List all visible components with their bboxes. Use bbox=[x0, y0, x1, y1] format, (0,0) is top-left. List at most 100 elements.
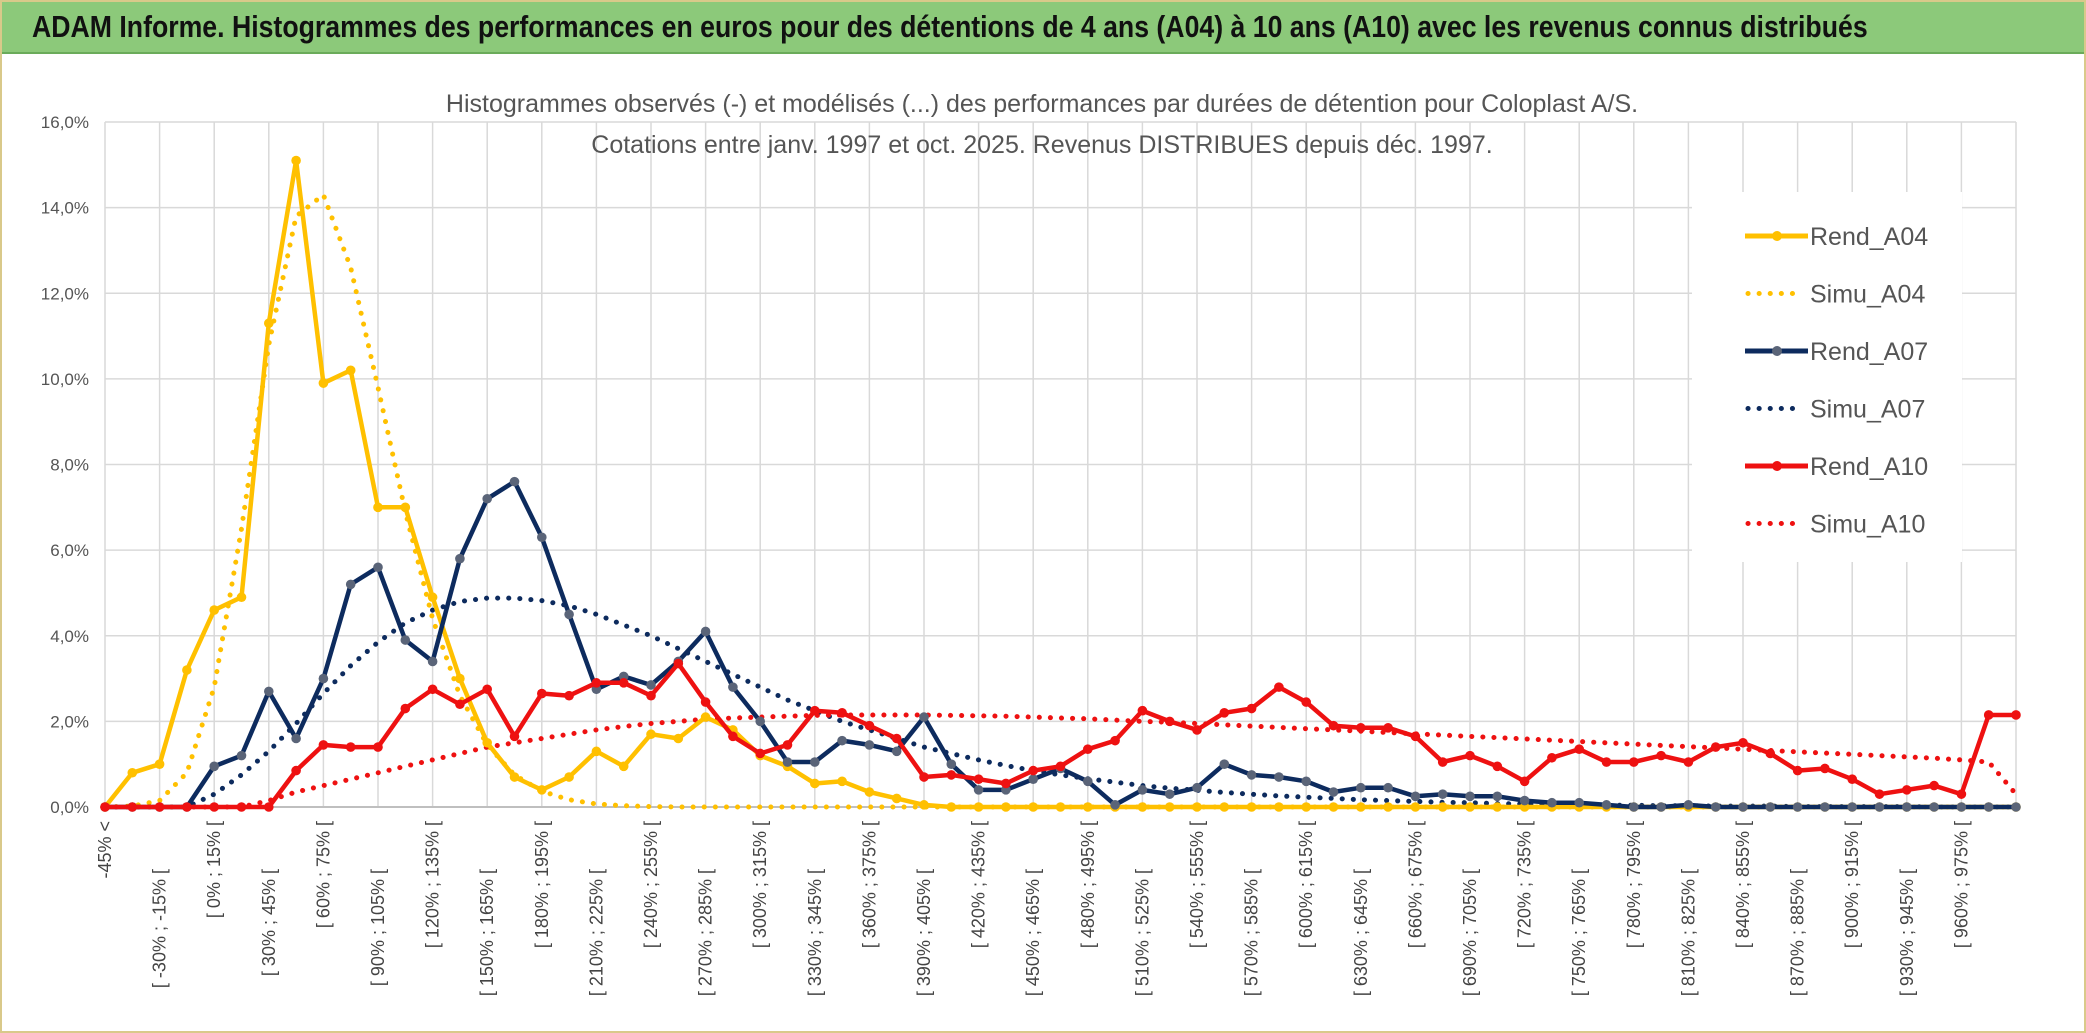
data-point-rend-a04 bbox=[646, 729, 656, 740]
data-point-rend-a04 bbox=[1083, 802, 1093, 812]
data-point-rend-a10 bbox=[700, 697, 711, 707]
data-point-rend-a10 bbox=[1601, 757, 1612, 767]
data-point-rend-a10 bbox=[209, 802, 219, 812]
data-point-rend-a10 bbox=[1137, 705, 1148, 716]
data-point-rend-a10 bbox=[810, 705, 820, 716]
data-point-rend-a07 bbox=[373, 562, 383, 573]
y-tick-label: 2,0% bbox=[50, 712, 89, 731]
x-tick-label: [ 420% ; 435% [ bbox=[969, 821, 989, 948]
data-point-rend-a04 bbox=[1246, 802, 1257, 812]
data-point-rend-a04 bbox=[1301, 802, 1311, 812]
data-point-rend-a10 bbox=[618, 678, 629, 688]
data-point-rend-a07 bbox=[1820, 802, 1830, 812]
data-point-rend-a10 bbox=[755, 748, 765, 759]
x-tick-label: [ 510% ; 525% [ bbox=[1132, 869, 1152, 996]
legend-item-simu-a10: Simu_A10 bbox=[1745, 511, 1925, 539]
series-line-simu-a07 bbox=[102, 595, 2019, 810]
x-tick-label: -45% < bbox=[95, 821, 115, 879]
x-tick-label: [ 180% ; 195% [ bbox=[532, 821, 552, 948]
data-point-rend-a10 bbox=[1765, 748, 1776, 759]
y-tick-label: 12,0% bbox=[41, 284, 89, 303]
y-tick-label: 16,0% bbox=[41, 113, 89, 132]
data-point-rend-a04 bbox=[700, 712, 711, 722]
data-point-rend-a04 bbox=[427, 592, 438, 603]
x-tick-label: [ 660% ; 675% [ bbox=[1405, 821, 1425, 948]
data-point-rend-a10 bbox=[1246, 703, 1257, 714]
data-point-rend-a07 bbox=[1301, 776, 1311, 787]
x-tick-label: [ 570% ; 585% [ bbox=[1242, 869, 1262, 996]
data-point-rend-a07 bbox=[1219, 759, 1230, 769]
data-point-rend-a07 bbox=[1246, 770, 1257, 780]
data-point-rend-a10 bbox=[837, 708, 847, 718]
x-tick-label: [ 0% ; 15% [ bbox=[204, 821, 224, 918]
data-point-rend-a07 bbox=[646, 680, 656, 690]
data-point-rend-a04 bbox=[236, 592, 247, 603]
data-point-rend-a07 bbox=[1929, 802, 1939, 812]
data-point-rend-a04 bbox=[1492, 802, 1503, 812]
data-point-rend-a04 bbox=[1383, 802, 1393, 812]
data-point-rend-a04 bbox=[973, 802, 984, 812]
x-tick-label: [ -30% ; -15% [ bbox=[150, 869, 170, 988]
y-tick-label: 10,0% bbox=[41, 370, 89, 389]
data-point-rend-a10 bbox=[482, 684, 493, 695]
data-point-rend-a10 bbox=[1547, 752, 1557, 763]
data-point-rend-a04 bbox=[837, 776, 847, 787]
series-rend-a10 bbox=[100, 658, 2021, 812]
data-point-rend-a10 bbox=[1055, 761, 1066, 772]
data-point-rend-a07 bbox=[1765, 802, 1776, 812]
legend-label: Simu_A04 bbox=[1810, 281, 1925, 309]
data-point-rend-a07 bbox=[455, 553, 465, 564]
data-point-rend-a04 bbox=[673, 733, 684, 744]
series-line-simu-a10 bbox=[102, 712, 2019, 810]
data-point-rend-a07 bbox=[1547, 797, 1557, 808]
data-point-rend-a07 bbox=[1164, 789, 1175, 799]
legend-label: Rend_A04 bbox=[1810, 223, 1928, 251]
chart-series bbox=[100, 155, 2021, 812]
x-tick-label: [ 840% ; 855% [ bbox=[1733, 821, 1753, 948]
data-point-rend-a04 bbox=[482, 737, 493, 748]
x-tick-label: [ 300% ; 315% [ bbox=[750, 821, 770, 948]
data-point-rend-a04 bbox=[264, 318, 274, 329]
chart-legend: Rend_A04 Simu_A04 Rend_A07 Simu_A07 Rend_A10… bbox=[1745, 223, 1928, 539]
x-tick-label: [ 450% ; 465% [ bbox=[1023, 869, 1043, 996]
data-point-rend-a10 bbox=[182, 802, 192, 812]
data-point-rend-a10 bbox=[236, 802, 247, 812]
data-point-rend-a07 bbox=[1383, 782, 1393, 793]
data-point-rend-a10 bbox=[1465, 750, 1475, 761]
x-tick-label: [ 720% ; 735% [ bbox=[1515, 821, 1535, 948]
legend-label: Simu_A10 bbox=[1810, 511, 1925, 539]
x-tick-label: [ 630% ; 645% [ bbox=[1351, 869, 1371, 996]
data-point-rend-a07 bbox=[1465, 791, 1475, 802]
data-point-rend-a10 bbox=[509, 731, 520, 742]
data-point-rend-a04 bbox=[1437, 802, 1448, 812]
legend-item-simu-a04: Simu_A04 bbox=[1745, 281, 1925, 309]
data-point-rend-a10 bbox=[1874, 789, 1885, 799]
legend-marker bbox=[1772, 346, 1782, 356]
data-point-rend-a07 bbox=[810, 757, 820, 767]
data-point-rend-a04 bbox=[564, 772, 574, 782]
data-point-rend-a10 bbox=[1437, 757, 1448, 767]
legend-marker bbox=[1772, 231, 1782, 241]
data-point-rend-a10 bbox=[1956, 789, 1967, 799]
data-point-rend-a04 bbox=[1410, 802, 1421, 812]
y-tick-label: 8,0% bbox=[50, 456, 89, 475]
data-point-rend-a07 bbox=[345, 579, 356, 590]
data-point-rend-a04 bbox=[373, 502, 383, 513]
data-point-rend-a10 bbox=[1629, 757, 1639, 767]
data-point-rend-a07 bbox=[1656, 802, 1666, 812]
data-point-rend-a07 bbox=[1192, 782, 1202, 793]
data-point-rend-a07 bbox=[1792, 802, 1803, 812]
y-tick-label: 4,0% bbox=[50, 627, 89, 646]
chart-subtitle: Cotations entre janv. 1997 et oct. 2025.… bbox=[591, 131, 1492, 159]
data-point-rend-a04 bbox=[1356, 802, 1366, 812]
data-point-rend-a10 bbox=[1383, 722, 1393, 733]
data-point-rend-a04 bbox=[864, 787, 875, 797]
data-point-rend-a10 bbox=[537, 688, 547, 699]
data-point-rend-a04 bbox=[455, 673, 465, 684]
data-point-rend-a04 bbox=[209, 605, 219, 615]
data-point-rend-a07 bbox=[264, 686, 274, 697]
data-point-rend-a10 bbox=[1192, 725, 1202, 735]
data-point-rend-a10 bbox=[1301, 697, 1311, 707]
x-tick-label: [ 360% ; 375% [ bbox=[859, 821, 879, 948]
data-point-rend-a10 bbox=[345, 742, 356, 752]
